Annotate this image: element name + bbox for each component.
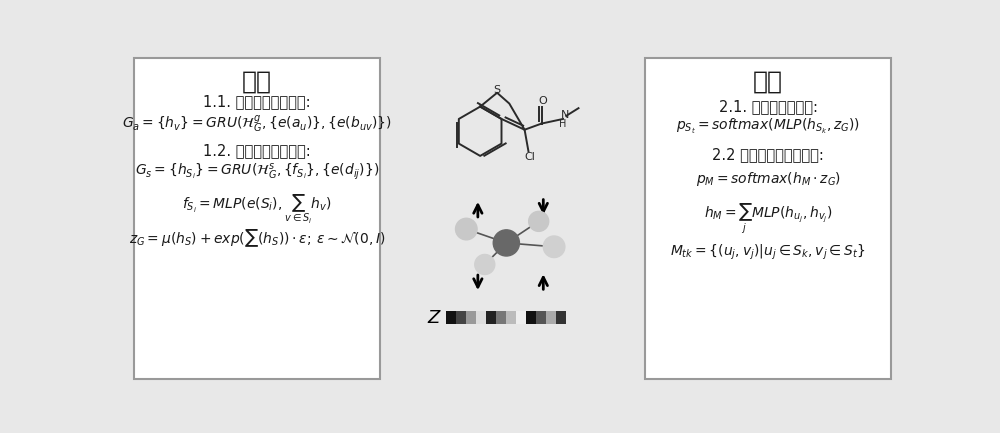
Text: 2.2 预测子图的添加方式:: 2.2 预测子图的添加方式:: [712, 147, 824, 162]
Text: 解码: 解码: [753, 70, 783, 94]
Bar: [645, 58, 891, 379]
Text: $z_G = \mu(h_S) + exp(\sum(h_S)) \cdot \epsilon;\, \epsilon \sim \mathcal{N}(0, : $z_G = \mu(h_S) + exp(\sum(h_S)) \cdot \…: [129, 227, 385, 249]
Text: $G_s = \{h_{S_i}\} = GRU(\mathcal{H}_G^s, \{f_{S_i}\}, \{e(d_{ij})\})$: $G_s = \{h_{S_i}\} = GRU(\mathcal{H}_G^s…: [135, 162, 379, 182]
Bar: [134, 58, 380, 379]
Bar: [526, 311, 536, 324]
Text: N: N: [560, 110, 569, 120]
Bar: [446, 311, 456, 324]
Bar: [496, 311, 506, 324]
Circle shape: [475, 255, 495, 275]
Circle shape: [529, 211, 549, 231]
Text: 2.1. 预测下一个子图:: 2.1. 预测下一个子图:: [719, 99, 818, 114]
Bar: [456, 311, 466, 324]
Text: $M_{tk} = \{(u_j, v_j) | u_j \in S_k, v_j \in S_t\}$: $M_{tk} = \{(u_j, v_j) | u_j \in S_k, v_…: [670, 243, 866, 262]
Circle shape: [493, 230, 519, 256]
Text: $G_a = \{h_v\} = GRU(\mathcal{H}_G^g, \{e(a_u)\}, \{e(b_{uv})\})$: $G_a = \{h_v\} = GRU(\mathcal{H}_G^g, \{…: [122, 113, 392, 135]
Circle shape: [543, 236, 565, 258]
Text: O: O: [538, 96, 547, 106]
Text: $p_M = softmax(h_M \cdot z_G)$: $p_M = softmax(h_M \cdot z_G)$: [696, 170, 841, 188]
Bar: [556, 311, 566, 324]
Text: H: H: [559, 120, 567, 129]
Bar: [476, 311, 486, 324]
Text: Z: Z: [427, 309, 439, 326]
Text: 1.1. 原子层分子图网络:: 1.1. 原子层分子图网络:: [203, 94, 311, 109]
Bar: [516, 311, 526, 324]
Bar: [486, 311, 496, 324]
Circle shape: [456, 218, 477, 240]
Text: 1.2. 子图层分子图网络:: 1.2. 子图层分子图网络:: [203, 143, 311, 158]
Bar: [466, 311, 476, 324]
Text: S: S: [493, 85, 500, 95]
Text: 编码: 编码: [242, 70, 272, 94]
Text: $f_{S_i} = MLP(e(S_i), \sum_{v \in S_i} h_v)$: $f_{S_i} = MLP(e(S_i), \sum_{v \in S_i} …: [182, 193, 332, 226]
Bar: [536, 311, 546, 324]
Bar: [546, 311, 556, 324]
Bar: [506, 311, 516, 324]
Text: $h_M = \sum_j MLP(h_{u_j}, h_{v_j})$: $h_M = \sum_j MLP(h_{u_j}, h_{v_j})$: [704, 202, 832, 236]
Text: $p_{S_t} = softmax(MLP(h_{S_k}, z_G))$: $p_{S_t} = softmax(MLP(h_{S_k}, z_G))$: [676, 117, 860, 136]
Text: Cl: Cl: [525, 152, 535, 162]
